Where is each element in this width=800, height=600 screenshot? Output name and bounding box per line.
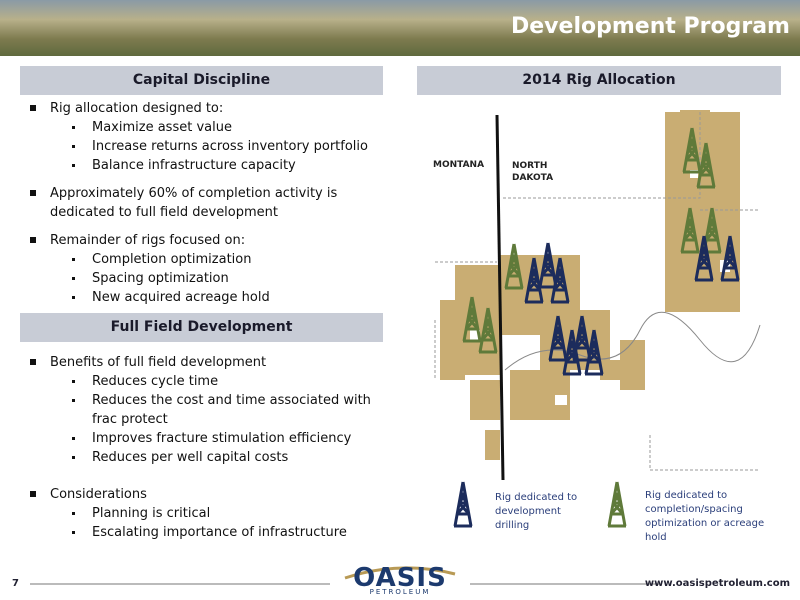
section-heading: Full Field Development [20,313,383,342]
sub-bullet: Reduces the cost and time associated wit… [20,391,380,429]
slide-title: Development Program [511,14,790,39]
sub-bullet: Completion optimization [20,250,380,269]
sub-bullet: Planning is critical [20,504,380,523]
bullet-list: Rig allocation designed to: Maximize asse… [20,99,380,316]
legend-text: Rig dedicated to completion/spacing opti… [645,490,765,543]
map-label: MONTANA [433,160,485,170]
page-number: 7 [12,578,19,589]
legend-icon [452,480,474,528]
sub-list: Completion optimization Spacing optimizat… [20,250,380,307]
section-heading: Capital Discipline [20,66,383,95]
county-lines [434,112,760,471]
sub-bullet: Maximize asset value [20,118,380,137]
logo-swoosh [344,566,456,580]
state-border [495,114,505,481]
sub-bullet: Balance infrastructure capacity [20,156,380,175]
sub-bullet: Reduces cycle time [20,372,380,391]
bullet-text: Remainder of rigs focused on: [50,233,246,248]
sub-bullet: New acquired acreage hold [20,288,380,307]
bullet-item: Rig allocation designed to: [20,99,380,118]
section-heading: 2014 Rig Allocation [417,66,781,95]
river [504,311,761,371]
sub-bullet: Increase returns across inventory portfo… [20,137,380,156]
bullet-text: Benefits of full field development [50,355,267,370]
logo-sub: PETROLEUM [369,588,431,596]
bullet-item: Approximately 60% of completion activity… [20,184,380,222]
bullet-item: Considerations [20,485,380,504]
logo: OASIS [353,563,447,593]
sub-list: Maximize asset value Increase returns acr… [20,118,380,175]
map-label: NORTH DAKOTA [512,161,554,183]
bullet-text: Considerations [50,487,147,502]
sub-bullet: Reduces per well capital costs [20,448,380,467]
sub-bullet: Escalating importance of infrastructure [20,523,380,542]
bullet-text: Approximately 60% of completion activity… [50,186,338,220]
bullet-list: Benefits of full field development Reduce… [20,353,380,551]
url: www.oasispetroleum.com [644,578,790,589]
sub-bullet: Spacing optimization [20,269,380,288]
sub-list: Reduces cycle time Reduces the cost and t… [20,372,380,467]
legend-icon [606,480,628,528]
sub-list: Planning is critical Escalating importanc… [20,504,380,542]
bullet-item: Benefits of full field development [20,353,380,372]
header-banner [0,0,800,56]
bullet-item: Remainder of rigs focused on: [20,231,380,250]
legend-text: Rig dedicated to development drilling [495,492,578,531]
bullet-text: Rig allocation designed to: [50,101,224,116]
acreage [440,110,740,460]
sub-bullet: Improves fracture stimulation efficiency [20,429,380,448]
